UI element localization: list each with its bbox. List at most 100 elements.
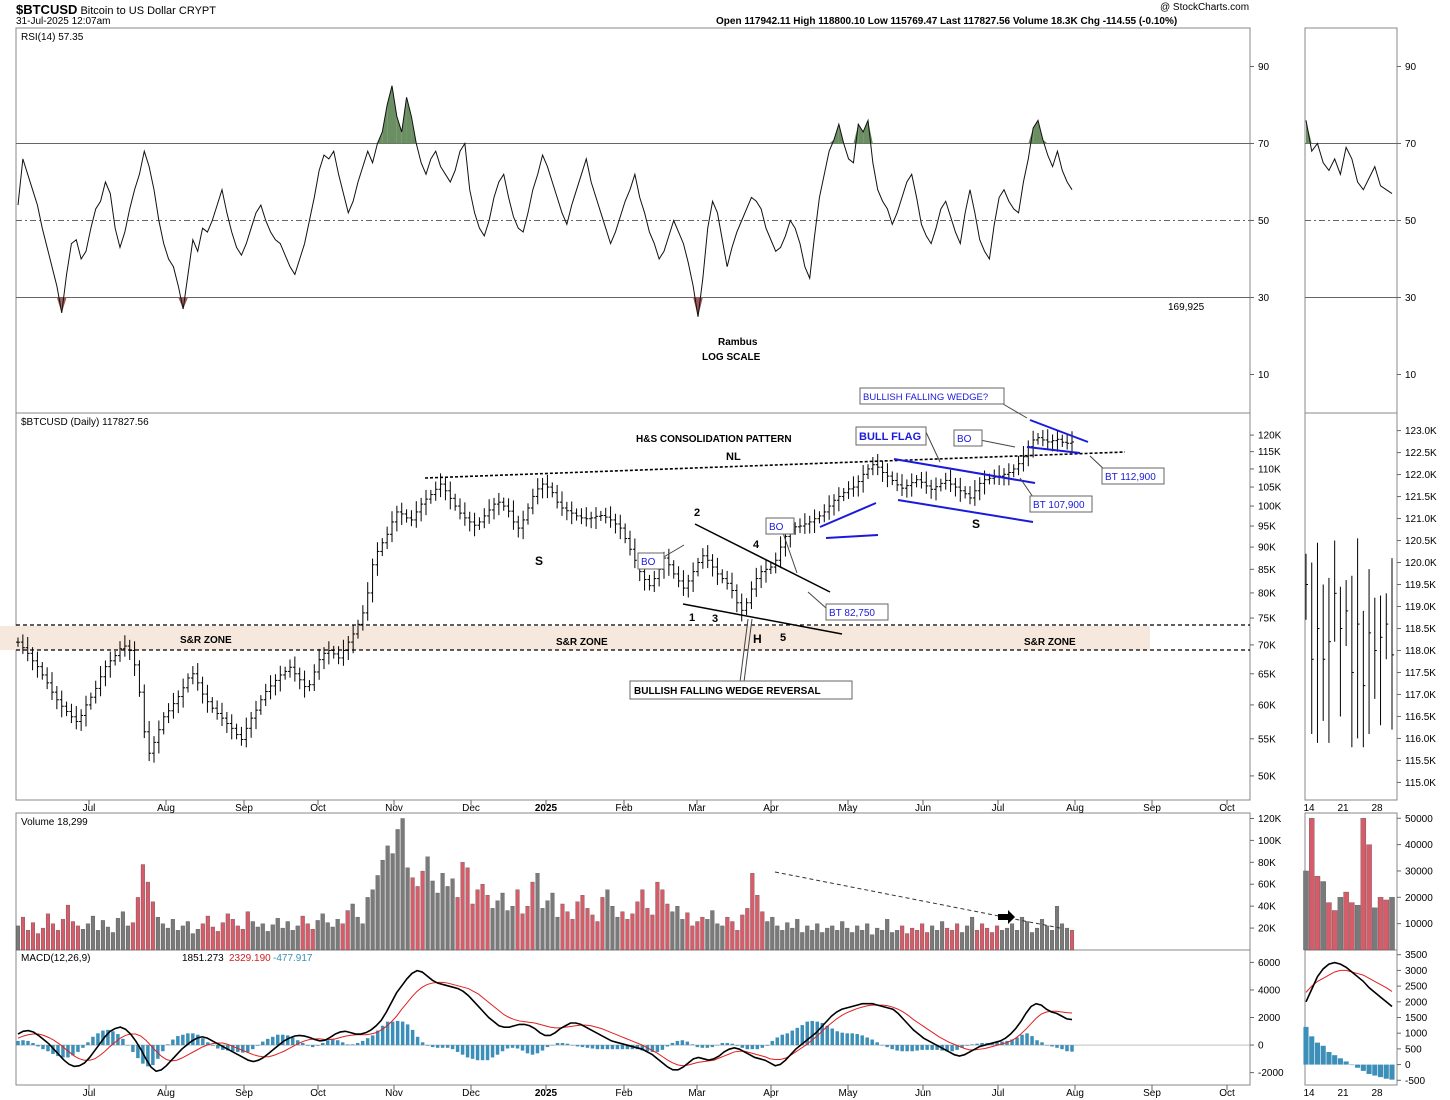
volume-bar (705, 919, 710, 951)
weekly-volume-bar (1320, 881, 1326, 951)
macd-histogram-bar (960, 1045, 964, 1048)
volume-bar (385, 845, 390, 951)
bo3-box (953, 429, 983, 447)
macd-histogram-bar (890, 1045, 894, 1050)
macd-histogram-bar (535, 1045, 540, 1054)
volume-bar (335, 919, 340, 951)
rsi-overbought-fill (863, 120, 868, 144)
macd-histogram-bar (375, 1030, 380, 1046)
weekly-macd-ytick-label: 2500 (1405, 982, 1428, 993)
macd-histogram-bar (685, 1041, 690, 1046)
macd-ytick-label: -2000 (1258, 1068, 1284, 1079)
weekly-macd-ytick-label: 500 (1405, 1044, 1422, 1055)
macd-ytick-label: 2000 (1258, 1013, 1281, 1024)
macd-histogram-bar (920, 1045, 924, 1050)
volume-bar (370, 889, 375, 951)
weekly-volume-bar (1383, 899, 1389, 951)
volume-bar (725, 916, 730, 951)
volume-bar (665, 903, 670, 951)
macd-histogram-bar (295, 1040, 300, 1046)
price-ytick-label: 55K (1258, 734, 1276, 745)
volume-bar (1015, 930, 1020, 951)
weekly-price-ytick-label: 115.5K (1405, 756, 1436, 767)
macd-ytick-label: 4000 (1258, 985, 1281, 996)
weekly-macd-ytick-label: 1000 (1405, 1029, 1428, 1040)
volume-bar (190, 933, 195, 951)
macd-histogram-bar (460, 1045, 465, 1055)
macd-histogram-bar (795, 1027, 800, 1046)
volume-bar (425, 856, 430, 951)
macd-histogram-bar (300, 1042, 305, 1046)
macd-histogram-bar (680, 1040, 685, 1046)
rsi-overbought-fill (392, 85, 397, 144)
macd-histogram-bar (81, 1045, 85, 1048)
macd-histogram-bar (76, 1045, 80, 1052)
volume-bar (585, 908, 590, 951)
volume-bar (765, 921, 770, 951)
macd-histogram-bar (46, 1045, 50, 1052)
weekly-volume-bar (1303, 870, 1309, 951)
macd-histogram-bar (385, 1021, 390, 1046)
macd-histogram-bar (1050, 1045, 1054, 1047)
price-ytick-label: 60K (1258, 700, 1276, 711)
weekly-macd-histogram-bar (1332, 1055, 1338, 1065)
weekly-macd-histogram-bar (1360, 1064, 1366, 1071)
macd-histogram-bar (665, 1045, 670, 1047)
macd-histogram-bar (725, 1042, 730, 1046)
volume-bar (1010, 923, 1015, 951)
macd-histogram-bar (975, 1043, 979, 1046)
volume-bar (985, 927, 990, 951)
macd-panel-label: MACD(12,26,9) (21, 953, 90, 964)
volume-bar (500, 892, 505, 951)
macd-histogram-bar (370, 1035, 375, 1046)
volume-bar (400, 818, 405, 951)
macd-histogram-bar (860, 1035, 864, 1046)
volume-bar (450, 878, 455, 951)
macd-histogram-bar (51, 1045, 55, 1055)
macd-histogram-bar (765, 1045, 770, 1046)
volume-bar (480, 884, 485, 951)
volume-bar (855, 925, 860, 951)
bt2-pointer (1019, 477, 1034, 498)
macd-histogram-bar (1055, 1045, 1059, 1048)
volume-bar (435, 892, 440, 951)
price-layer (16, 429, 1074, 763)
volume-bar (245, 911, 250, 951)
volume-bar (820, 932, 825, 951)
macd-histogram-bar (470, 1045, 475, 1059)
weekly-price-ytick-label: 123.0K (1405, 426, 1437, 437)
macd-histogram-bar (695, 1045, 700, 1048)
volume-bar (580, 895, 585, 951)
macd-histogram-bar (480, 1045, 485, 1061)
volume-bar (570, 919, 575, 951)
wave-2-label: 2 (694, 507, 700, 519)
weekly-price-ytick-label: 118.5K (1405, 624, 1436, 635)
macd-histogram-bar (830, 1028, 834, 1046)
reversal-label: BULLISH FALLING WEDGE REVERSAL (634, 686, 821, 697)
macd-histogram-bar (166, 1044, 170, 1046)
volume-bar (90, 915, 95, 951)
macd-histogram-bar (455, 1045, 460, 1052)
weekly-volume-ytick-label: 30000 (1405, 866, 1433, 877)
volume-ytick-label: 80K (1258, 858, 1276, 869)
weekly-price-ytick-label: 118.0K (1405, 646, 1436, 657)
rsi-line (17, 85, 1073, 317)
weekly-volume-bar (1354, 905, 1361, 951)
volume-ytick-label: 60K (1258, 880, 1276, 891)
volume-bar (315, 920, 320, 951)
volume-bar (910, 927, 915, 951)
volume-bar (700, 916, 705, 951)
volume-bar (950, 930, 955, 951)
volume-bar (35, 933, 40, 951)
volume-bar (915, 930, 920, 951)
price-panel-label: $BTCUSD (Daily) 117827.56 (21, 417, 149, 428)
bo2-pointer (781, 529, 798, 574)
bt1-box (825, 603, 889, 621)
weekly-macd-histogram-bar (1349, 1064, 1355, 1066)
macd-histogram-bar (925, 1045, 929, 1050)
volume-bar (640, 889, 645, 951)
volume-bar (1035, 927, 1040, 951)
volume-bar (375, 875, 380, 951)
macd-histogram-bar (545, 1045, 550, 1048)
macd-histogram-bar (910, 1045, 914, 1052)
